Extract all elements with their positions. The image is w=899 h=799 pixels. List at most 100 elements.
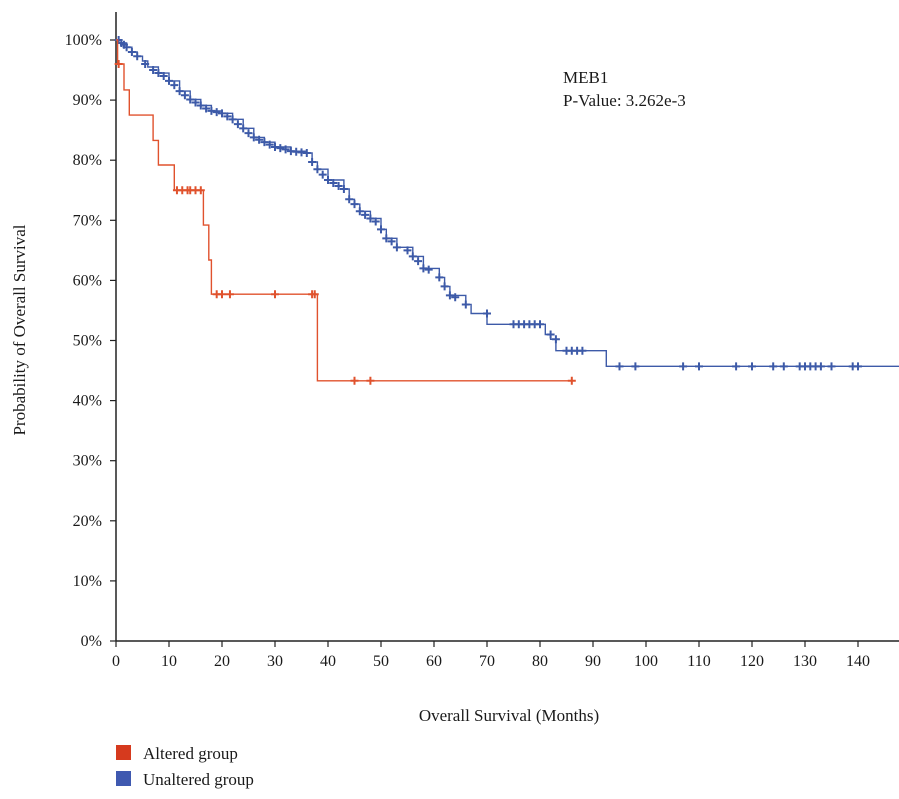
censor-mark-unaltered bbox=[334, 182, 343, 191]
y-tick-label: 0% bbox=[81, 633, 102, 650]
x-tick-label: 110 bbox=[687, 653, 710, 670]
censor-mark-unaltered bbox=[233, 120, 242, 129]
censor-mark-unaltered bbox=[451, 293, 460, 302]
censor-mark-unaltered bbox=[377, 225, 385, 234]
series-group bbox=[114, 36, 899, 385]
censor-mark-unaltered bbox=[186, 95, 195, 104]
y-tick-label: 60% bbox=[73, 272, 102, 289]
censor-mark-unaltered bbox=[387, 237, 396, 246]
censor-mark-unaltered bbox=[170, 81, 179, 90]
y-tick-label: 50% bbox=[73, 333, 102, 350]
censor-mark-unaltered bbox=[732, 362, 741, 371]
censor-mark-unaltered bbox=[159, 72, 168, 81]
censor-mark-unaltered bbox=[366, 214, 375, 223]
legend: Altered group Unaltered group bbox=[116, 744, 254, 789]
censor-mark-unaltered bbox=[149, 66, 158, 75]
censor-mark-unaltered bbox=[371, 217, 380, 226]
censor-mark-unaltered bbox=[435, 273, 444, 282]
censor-mark-altered bbox=[366, 376, 375, 385]
censor-mark-unaltered bbox=[769, 362, 778, 371]
censor-mark-unaltered bbox=[339, 185, 348, 194]
censor-mark-altered bbox=[350, 376, 359, 385]
x-tick-label: 70 bbox=[479, 653, 495, 670]
censor-mark-unaltered bbox=[255, 135, 264, 144]
censor-mark-unaltered bbox=[180, 91, 189, 100]
x-tick-label: 30 bbox=[267, 653, 283, 670]
censor-mark-unaltered bbox=[265, 140, 274, 149]
x-tick-label: 40 bbox=[320, 653, 336, 670]
censor-mark-altered bbox=[196, 186, 205, 195]
censor-mark-unaltered bbox=[578, 346, 587, 355]
survival-line-unaltered bbox=[116, 39, 899, 367]
censor-mark-unaltered bbox=[816, 362, 825, 371]
censor-mark-unaltered bbox=[440, 282, 449, 291]
x-ticks: 0 10 20 30 40 50 60 70 80 90 100 110 120 130 140 bbox=[112, 641, 870, 670]
y-ticks: 0% 10% 20% 30% 40% 50% 60% 70% 80% 90% 100% bbox=[65, 32, 116, 650]
censor-mark-unaltered bbox=[212, 108, 221, 117]
censor-mark-unaltered bbox=[615, 362, 624, 371]
x-tick-label: 140 bbox=[846, 653, 870, 670]
censor-mark-unaltered bbox=[154, 69, 163, 78]
censor-mark-unaltered bbox=[392, 243, 401, 252]
censor-mark-unaltered bbox=[779, 362, 788, 371]
y-tick-label: 40% bbox=[73, 393, 102, 410]
censor-mark-unaltered bbox=[551, 335, 560, 344]
censor-mark-unaltered bbox=[445, 291, 454, 300]
x-tick-label: 60 bbox=[426, 653, 442, 670]
legend-label-altered: Altered group bbox=[143, 744, 238, 763]
censor-mark-unaltered bbox=[122, 43, 131, 52]
censor-mark-unaltered bbox=[302, 148, 311, 157]
legend-swatch-unaltered bbox=[116, 771, 131, 786]
censor-mark-unaltered bbox=[249, 133, 258, 142]
censor-mark-unaltered bbox=[260, 138, 269, 147]
y-axis-title: Probability of Overall Survival bbox=[10, 224, 29, 435]
censor-mark-unaltered bbox=[313, 165, 322, 174]
censor-mark-unaltered bbox=[408, 252, 417, 261]
censor-mark-unaltered bbox=[244, 129, 253, 138]
censor-mark-unaltered bbox=[141, 60, 150, 69]
censor-mark-unaltered bbox=[483, 309, 491, 318]
censor-mark-altered bbox=[218, 290, 226, 299]
censor-mark-unaltered bbox=[461, 300, 470, 309]
censor-mark-unaltered bbox=[350, 200, 359, 209]
x-tick-label: 130 bbox=[793, 653, 817, 670]
x-tick-label: 20 bbox=[214, 653, 230, 670]
x-tick-label: 120 bbox=[740, 653, 764, 670]
censor-mark-unaltered bbox=[403, 246, 412, 255]
censor-mark-unaltered bbox=[165, 76, 173, 85]
y-tick-label: 90% bbox=[73, 92, 102, 109]
censor-mark-unaltered bbox=[196, 101, 205, 110]
censor-mark-unaltered bbox=[854, 362, 862, 371]
survival-line-altered bbox=[116, 39, 572, 382]
censor-mark-unaltered bbox=[318, 170, 327, 179]
censor-mark-unaltered bbox=[271, 142, 279, 151]
censor-mark-altered bbox=[271, 290, 279, 299]
censor-mark-unaltered bbox=[419, 264, 428, 273]
x-tick-label: 10 bbox=[161, 653, 177, 670]
x-tick-label: 50 bbox=[373, 653, 389, 670]
censor-mark-unaltered bbox=[382, 234, 391, 243]
censor-mark-unaltered bbox=[424, 265, 433, 274]
censor-mark-unaltered bbox=[324, 176, 332, 185]
y-tick-label: 100% bbox=[65, 32, 102, 49]
y-tick-label: 10% bbox=[73, 573, 102, 590]
censor-mark-unaltered bbox=[276, 144, 285, 153]
x-tick-label: 0 bbox=[112, 653, 120, 670]
censor-mark-unaltered bbox=[748, 362, 756, 371]
censor-mark-unaltered bbox=[695, 362, 703, 371]
censor-mark-unaltered bbox=[133, 52, 142, 61]
censor-mark-unaltered bbox=[546, 330, 555, 339]
censor-mark-altered bbox=[567, 376, 576, 385]
x-tick-label: 90 bbox=[585, 653, 601, 670]
axes: 0% 10% 20% 30% 40% 50% 60% 70% 80% 90% 100% 0 10 20 3… bbox=[65, 12, 899, 670]
censor-mark-unaltered bbox=[355, 207, 364, 216]
censor-mark-unaltered bbox=[679, 362, 688, 371]
censor-mark-unaltered bbox=[127, 48, 136, 57]
censor-mark-unaltered bbox=[228, 115, 237, 124]
x-tick-label: 100 bbox=[634, 653, 658, 670]
censor-mark-unaltered bbox=[191, 98, 200, 107]
censor-mark-unaltered bbox=[175, 87, 184, 96]
censor-mark-unaltered bbox=[631, 362, 640, 371]
censor-mark-unaltered bbox=[202, 104, 211, 113]
